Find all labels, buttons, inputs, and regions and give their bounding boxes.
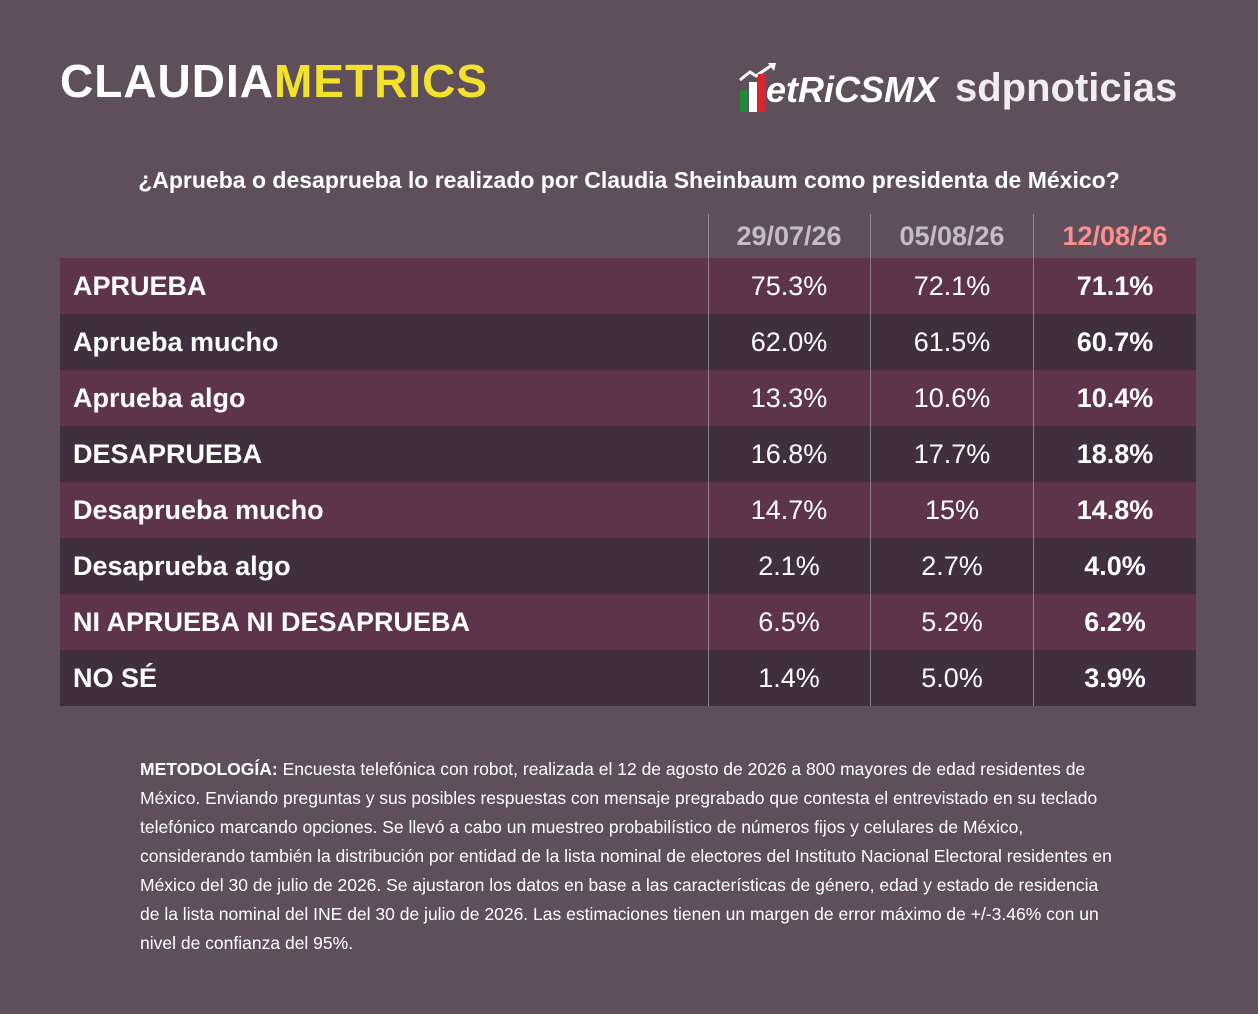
methodology-text: Encuesta telefónica con robot, realizada… (140, 759, 1112, 953)
column-divider (1033, 214, 1034, 706)
value-cell: 71.1% (1076, 271, 1154, 301)
value-cell: 6.2% (1084, 607, 1146, 637)
value-cell: 72.1% (913, 271, 991, 301)
trend-arrow-icon (739, 63, 776, 82)
column-header-2: 05/08/26 (899, 221, 1005, 251)
value-cell: 10.4% (1076, 383, 1154, 413)
value-cell: 4.0% (1084, 551, 1146, 581)
value-cell: 14.8% (1076, 495, 1154, 525)
value-cell: 14.7% (750, 495, 828, 525)
flag-bars-icon (738, 72, 768, 112)
row-label: Aprueba algo (73, 383, 246, 413)
value-cell: 15% (924, 495, 980, 525)
value-cell: 1.4% (758, 663, 820, 693)
value-cell: 2.1% (758, 551, 820, 581)
row-label: Desaprueba mucho (73, 495, 324, 525)
table-body: APRUEBA 75.3% 72.1% 71.1% Aprueba mucho 62.0%… (60, 258, 1196, 706)
row-label: NI APRUEBA NI DESAPRUEBA (73, 607, 471, 637)
methodology-label: METODOLOGÍA: (140, 759, 278, 779)
value-cell: 16.8% (750, 439, 828, 469)
metricsmx-wordmark: etRiCSMX (766, 69, 939, 110)
table-row: Aprueba algo 13.3% 10.6% 10.4% (60, 370, 1196, 426)
value-cell: 3.9% (1084, 663, 1146, 693)
row-label: DESAPRUEBA (73, 439, 263, 469)
value-cell: 2.7% (921, 551, 983, 581)
value-cell: 60.7% (1076, 327, 1154, 357)
column-divider (708, 214, 709, 706)
table-row: APRUEBA 75.3% 72.1% 71.1% (60, 258, 1196, 314)
table-header: 29/07/26 05/08/26 12/08/26 (60, 214, 1196, 258)
table-row: Desaprueba algo 2.1% 2.7% 4.0% (60, 538, 1196, 594)
value-cell: 5.0% (921, 663, 983, 693)
value-cell: 61.5% (913, 327, 991, 357)
brand-part2: METRICS (273, 55, 488, 107)
column-header-3: 12/08/26 (1062, 221, 1168, 251)
results-table: 29/07/26 05/08/26 12/08/26 APRUEBA 75.3% 7… (60, 214, 1196, 706)
value-cell: 10.6% (913, 383, 991, 413)
methodology-note: METODOLOGÍA: Encuesta telefónica con rob… (140, 755, 1115, 958)
value-cell: 17.7% (913, 439, 991, 469)
chart-title: ¿Aprueba o desaprueba lo realizado por C… (138, 167, 1120, 193)
row-label: Desaprueba algo (73, 551, 291, 581)
column-divider (870, 214, 871, 706)
row-label: NO SÉ (73, 663, 158, 693)
value-cell: 75.3% (750, 271, 828, 301)
table-row: NI APRUEBA NI DESAPRUEBA 6.5% 5.2% 6.2% (60, 594, 1196, 650)
table-row: DESAPRUEBA 16.8% 17.7% 18.8% (60, 426, 1196, 482)
row-label: Aprueba mucho (73, 327, 279, 357)
brand-part1: CLAUDIA (60, 55, 274, 107)
value-cell: 62.0% (750, 327, 828, 357)
table-row: NO SÉ 1.4% 5.0% 3.9% (60, 650, 1196, 706)
value-cell: 6.5% (758, 607, 820, 637)
claudiametrics-logo: CLAUDIAMETRICS (60, 58, 488, 104)
table-row: Aprueba mucho 62.0% 61.5% 60.7% (60, 314, 1196, 370)
row-label: APRUEBA (73, 271, 207, 301)
sdpnoticias-logo: sdpnoticias (955, 66, 1178, 110)
value-cell: 5.2% (921, 607, 983, 637)
column-header-1: 29/07/26 (736, 221, 842, 251)
table-row: Desaprueba mucho 14.7% 15% 14.8% (60, 482, 1196, 538)
value-cell: 18.8% (1076, 439, 1154, 469)
value-cell: 13.3% (750, 383, 828, 413)
